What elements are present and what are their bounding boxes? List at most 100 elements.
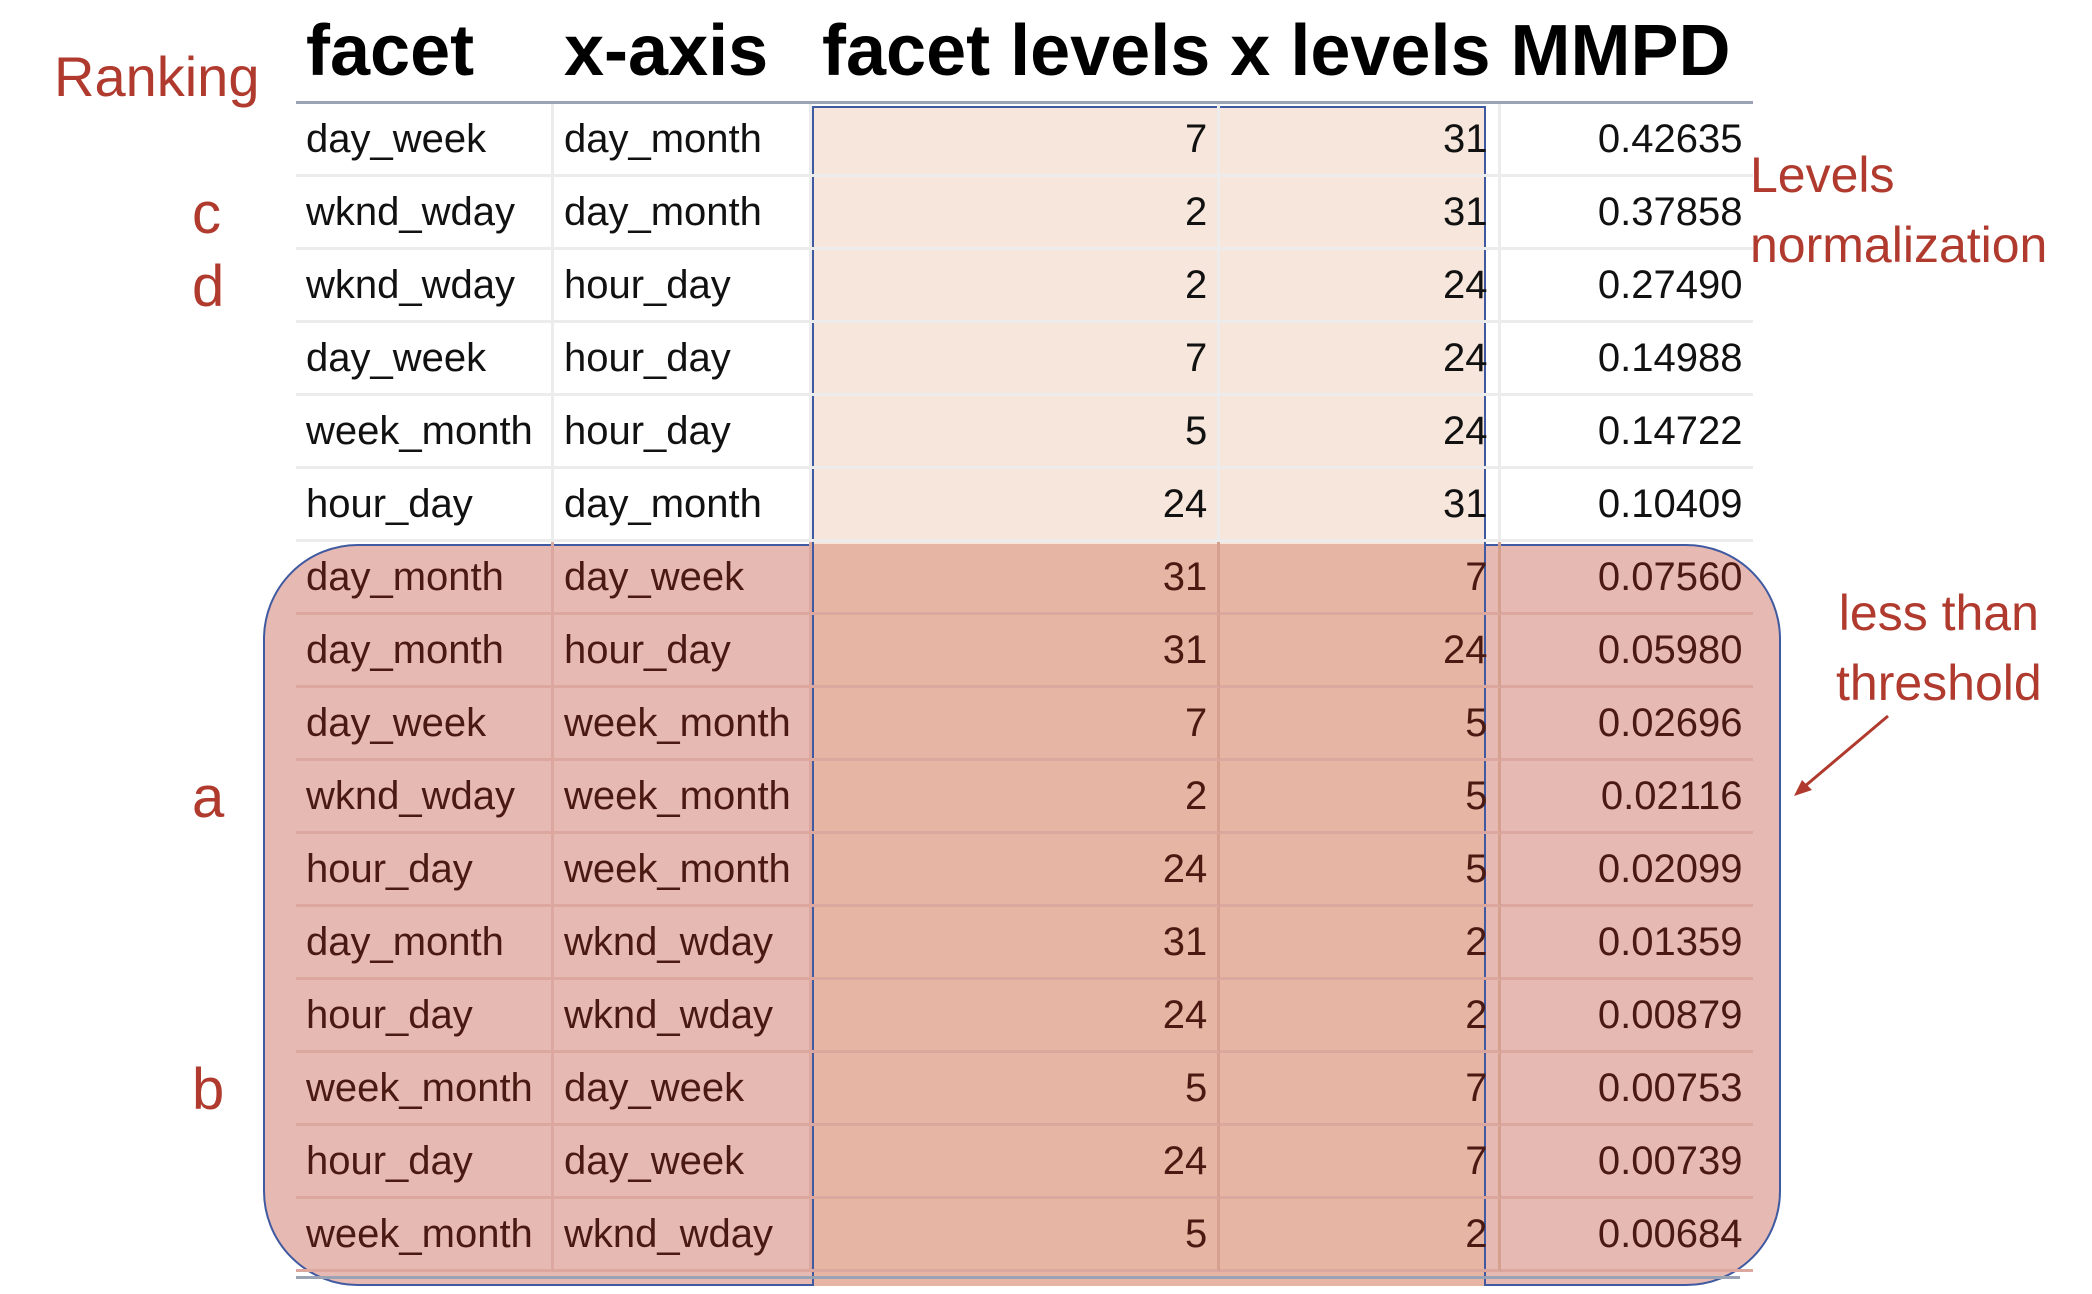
cell-x-levels: 24 — [1220, 615, 1501, 688]
cell-mmpd: 0.42635 — [1500, 104, 1753, 177]
cell-mmpd: 0.00684 — [1500, 1199, 1753, 1272]
table-row: wknd_wday week_month 2 5 0.02116 — [296, 761, 1753, 834]
cell-facet: hour_day — [296, 469, 554, 542]
cell-facet: day_month — [296, 615, 554, 688]
levels-normalization-label: Levels normalization — [1750, 140, 2047, 280]
cell-x-axis: day_week — [554, 542, 812, 615]
cell-x-levels: 5 — [1220, 834, 1501, 907]
cell-facet-levels: 31 — [812, 542, 1221, 615]
cell-x-levels: 5 — [1220, 688, 1501, 761]
cell-x-axis: week_month — [554, 761, 812, 834]
cell-x-axis: day_week — [554, 1126, 812, 1199]
row-label-a: a — [192, 765, 225, 830]
cell-facet-levels: 24 — [812, 1126, 1221, 1199]
table-row: hour_day day_week 24 7 0.00739 — [296, 1126, 1753, 1199]
cell-mmpd: 0.27490 — [1500, 250, 1753, 323]
threshold-label-line1: less than — [1838, 585, 2039, 641]
cell-x-axis: week_month — [554, 834, 812, 907]
cell-facet-levels: 5 — [812, 1053, 1221, 1126]
cell-mmpd: 0.02696 — [1500, 688, 1753, 761]
cell-x-axis: hour_day — [554, 323, 812, 396]
header-mmpd: MMPD — [1500, 0, 1753, 104]
table-row: week_month day_week 5 7 0.00753 — [296, 1053, 1753, 1126]
threshold-label-line2: threshold — [1836, 655, 2042, 711]
cell-x-axis: week_month — [554, 688, 812, 761]
cell-x-levels: 24 — [1220, 323, 1501, 396]
cell-x-levels: 31 — [1220, 469, 1501, 542]
cell-facet: hour_day — [296, 834, 554, 907]
cell-facet-levels: 31 — [812, 907, 1221, 980]
cell-facet-levels: 5 — [812, 396, 1221, 469]
cell-facet: day_week — [296, 104, 554, 177]
cell-x-axis: day_week — [554, 1053, 812, 1126]
cell-x-axis: wknd_wday — [554, 980, 812, 1053]
cell-mmpd: 0.00753 — [1500, 1053, 1753, 1126]
cell-facet-levels: 7 — [812, 688, 1221, 761]
header-facet: facet — [296, 0, 554, 104]
cell-x-axis: hour_day — [554, 615, 812, 688]
cell-mmpd: 0.05980 — [1500, 615, 1753, 688]
table-row: day_week day_month 7 31 0.42635 — [296, 104, 1753, 177]
levels-label-line1: Levels — [1750, 147, 1895, 203]
row-label-c: c — [192, 181, 221, 246]
cell-mmpd: 0.02099 — [1500, 834, 1753, 907]
header-x-levels: x levels — [1220, 0, 1501, 104]
cell-facet-levels: 24 — [812, 980, 1221, 1053]
cell-x-levels: 7 — [1220, 1053, 1501, 1126]
cell-x-levels: 31 — [1220, 177, 1501, 250]
cell-x-axis: day_month — [554, 177, 812, 250]
cell-facet: wknd_wday — [296, 177, 554, 250]
cell-facet-levels: 2 — [812, 250, 1221, 323]
cell-facet: week_month — [296, 1053, 554, 1126]
cell-facet: day_week — [296, 323, 554, 396]
cell-facet-levels: 24 — [812, 469, 1221, 542]
levels-highlight-lower — [812, 544, 1486, 1286]
table-row: day_month wknd_wday 31 2 0.01359 — [296, 907, 1753, 980]
cell-x-levels: 7 — [1220, 1126, 1501, 1199]
cell-facet-levels: 5 — [812, 1199, 1221, 1272]
cell-x-axis: hour_day — [554, 396, 812, 469]
cell-x-axis: wknd_wday — [554, 1199, 812, 1272]
table-row: day_month hour_day 31 24 0.05980 — [296, 615, 1753, 688]
table-row: day_month day_week 31 7 0.07560 — [296, 542, 1753, 615]
cell-mmpd: 0.00739 — [1500, 1126, 1753, 1199]
cell-x-levels: 31 — [1220, 104, 1501, 177]
cell-facet: week_month — [296, 396, 554, 469]
table-row: day_week hour_day 7 24 0.14988 — [296, 323, 1753, 396]
cell-x-axis: day_month — [554, 469, 812, 542]
cell-x-axis: day_month — [554, 104, 812, 177]
cell-facet: hour_day — [296, 980, 554, 1053]
ranking-label: Ranking — [54, 45, 260, 108]
levels-normalization-highlight — [812, 106, 1486, 546]
cell-x-levels: 7 — [1220, 542, 1501, 615]
cell-mmpd: 0.00879 — [1500, 980, 1753, 1053]
header-facet-levels: facet levels — [812, 0, 1221, 104]
cell-x-levels: 2 — [1220, 907, 1501, 980]
levels-label-line2: normalization — [1750, 217, 2048, 273]
table-row: week_month hour_day 5 24 0.14722 — [296, 396, 1753, 469]
cell-facet-levels: 2 — [812, 177, 1221, 250]
cell-mmpd: 0.07560 — [1500, 542, 1753, 615]
row-label-d: d — [192, 254, 225, 319]
cell-facet: day_month — [296, 907, 554, 980]
cell-x-levels: 2 — [1220, 1199, 1501, 1272]
row-label-b: b — [192, 1057, 225, 1122]
cell-x-levels: 5 — [1220, 761, 1501, 834]
cell-facet: day_month — [296, 542, 554, 615]
threshold-label: less than threshold — [1836, 578, 2042, 718]
cell-mmpd: 0.10409 — [1500, 469, 1753, 542]
header-row: facet x-axis facet levels x levels MMPD — [296, 0, 1753, 104]
cell-mmpd: 0.01359 — [1500, 907, 1753, 980]
table-row: hour_day week_month 24 5 0.02099 — [296, 834, 1753, 907]
table-bottom-rule — [296, 1276, 1740, 1279]
header-x-axis: x-axis — [554, 0, 812, 104]
cell-x-axis: wknd_wday — [554, 907, 812, 980]
cell-mmpd: 0.14988 — [1500, 323, 1753, 396]
mmpd-ranking-table: facet x-axis facet levels x levels MMPD … — [296, 0, 1753, 1272]
table-row: day_week week_month 7 5 0.02696 — [296, 688, 1753, 761]
table-row: wknd_wday hour_day 2 24 0.27490 — [296, 250, 1753, 323]
cell-facet-levels: 2 — [812, 761, 1221, 834]
table-row: hour_day wknd_wday 24 2 0.00879 — [296, 980, 1753, 1053]
cell-facet-levels: 7 — [812, 323, 1221, 396]
cell-mmpd: 0.37858 — [1500, 177, 1753, 250]
